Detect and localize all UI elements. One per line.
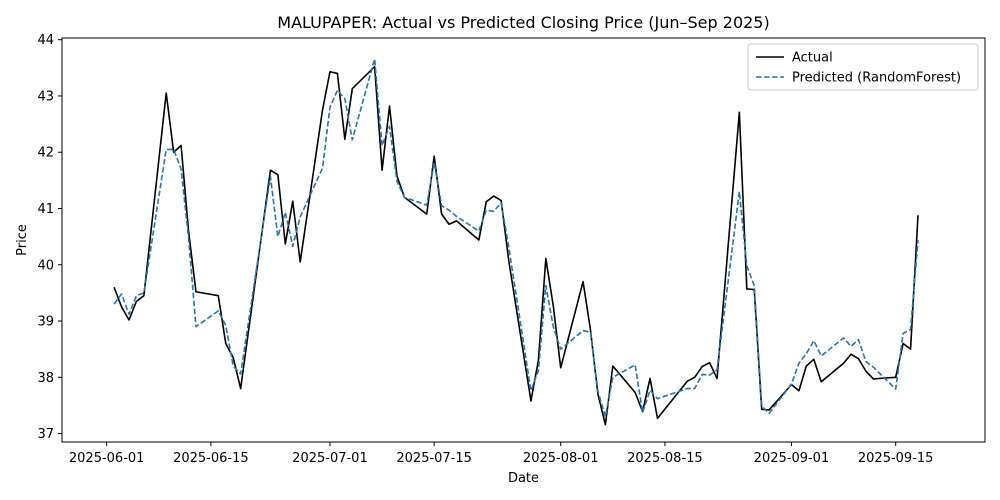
y-tick-label: 39 — [37, 315, 54, 330]
legend-label-predicted: Predicted (RandomForest) — [792, 71, 961, 86]
y-tick-label: 44 — [37, 33, 54, 48]
y-tick-label: 43 — [37, 89, 54, 104]
x-tick-label: 2025-09-15 — [858, 451, 934, 466]
y-tick-label: 42 — [37, 146, 54, 161]
axes-frame — [61, 37, 986, 443]
y-tick-label: 37 — [37, 427, 54, 442]
y-tick-label: 40 — [37, 258, 54, 273]
y-axis-label: Price — [15, 224, 30, 256]
series-line-predicted — [113, 58, 919, 418]
x-tick-label: 2025-06-01 — [69, 451, 145, 466]
plot-area: 2025-06-01 2025-06-15 2025-07-01 2025-07-15… — [37, 33, 986, 466]
chart-title: MALUPAPER: Actual vs Predicted Closing P… — [277, 13, 769, 32]
x-tick-label: 2025-07-15 — [396, 451, 472, 466]
x-axis-label: Date — [508, 471, 539, 486]
x-tick-label: 2025-08-01 — [523, 451, 599, 466]
legend-box — [747, 43, 979, 91]
x-tick-label: 2025-09-01 — [754, 451, 830, 466]
y-tick-label: 38 — [37, 371, 54, 386]
legend-label-actual: Actual — [792, 51, 833, 66]
y-tick-label: 41 — [37, 202, 54, 217]
series-line-actual — [113, 65, 919, 426]
legend: Actual Predicted (RandomForest) — [747, 43, 979, 91]
x-tick-label: 2025-08-15 — [627, 451, 703, 466]
x-tick-label: 2025-07-01 — [292, 451, 368, 466]
x-tick-label: 2025-06-15 — [173, 451, 249, 466]
